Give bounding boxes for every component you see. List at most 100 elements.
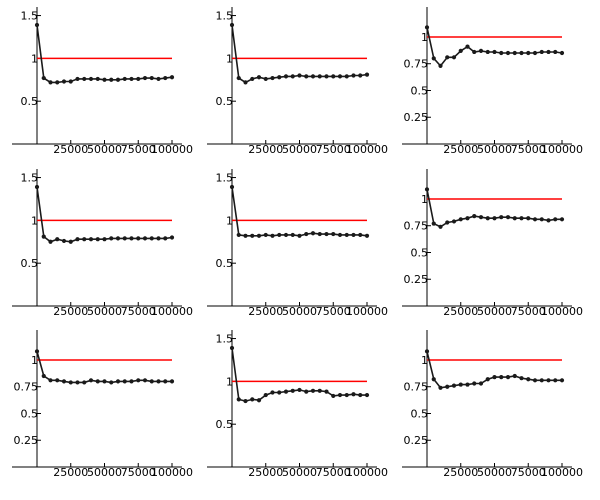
x-tick-label: 25000 — [248, 466, 283, 479]
y-tick-label: 0.75 — [404, 381, 429, 394]
x-tick-label: 100000 — [346, 466, 388, 479]
data-point — [136, 76, 141, 82]
y-tick-label: 0.25 — [404, 111, 429, 124]
data-point — [236, 232, 241, 238]
x-tick-label: 75000 — [316, 305, 351, 318]
y-tick-label: 1.5 — [21, 172, 39, 185]
y-tick-label: 1 — [31, 354, 38, 367]
data-point — [499, 374, 504, 380]
data-point — [122, 236, 127, 241]
data-point — [156, 379, 161, 384]
data-point — [156, 236, 161, 241]
x-tick-label: 75000 — [121, 466, 156, 479]
x-tick-label: 50000 — [477, 143, 512, 156]
y-tick-label: 0.25 — [14, 434, 39, 447]
data-point — [283, 232, 289, 238]
data-point — [553, 217, 558, 222]
data-point — [297, 233, 302, 238]
data-point — [129, 379, 134, 384]
data-point — [485, 377, 490, 382]
data-point — [136, 378, 141, 383]
data-point — [75, 76, 80, 82]
data-point — [169, 379, 175, 384]
data-point — [317, 74, 322, 79]
data-point — [532, 217, 538, 222]
x-tick-label: 25000 — [53, 305, 88, 318]
data-point — [149, 75, 154, 81]
y-tick-label: 1 — [226, 52, 233, 65]
x-tick-label: 75000 — [316, 143, 351, 156]
series-line — [426, 27, 563, 68]
y-tick-label: 1 — [31, 214, 38, 227]
data-point — [344, 232, 349, 238]
data-point — [478, 48, 484, 53]
data-point — [526, 50, 531, 56]
y-tick-label: 1 — [421, 31, 428, 44]
data-point — [142, 236, 148, 241]
data-point — [250, 76, 255, 82]
data-point — [270, 233, 275, 238]
x-tick-label: 100000 — [541, 466, 583, 479]
data-point — [95, 237, 100, 242]
data-point — [505, 50, 511, 56]
data-point — [472, 213, 477, 219]
data-point — [364, 72, 370, 77]
x-tick-label: 25000 — [248, 305, 283, 318]
data-point — [431, 377, 436, 382]
y-tick-label: 0.75 — [14, 381, 39, 394]
data-point — [492, 216, 497, 221]
x-tick-label: 100000 — [541, 143, 583, 156]
data-point — [41, 75, 46, 81]
x-tick-label: 75000 — [121, 143, 156, 156]
x-tick-label: 50000 — [282, 466, 317, 479]
data-point — [297, 387, 302, 393]
data-point — [55, 80, 60, 85]
data-point — [290, 74, 295, 79]
data-point — [499, 215, 504, 220]
x-tick-label: 50000 — [87, 466, 122, 479]
data-point — [553, 49, 558, 55]
x-tick-label: 50000 — [477, 466, 512, 479]
data-point — [82, 76, 87, 82]
data-point — [163, 379, 168, 384]
data-point — [304, 74, 309, 79]
data-point — [337, 392, 343, 398]
data-point — [519, 216, 524, 221]
data-point — [458, 382, 463, 387]
y-tick-label: 0.5 — [411, 246, 429, 259]
data-point — [297, 73, 302, 78]
data-point — [445, 220, 450, 225]
data-point — [553, 378, 558, 383]
data-point — [115, 236, 121, 241]
data-point — [358, 392, 363, 398]
data-point — [109, 380, 114, 385]
data-point — [438, 224, 443, 229]
data-point — [492, 49, 497, 55]
data-point — [317, 231, 322, 237]
data-point — [331, 231, 336, 237]
y-tick-label: 1 — [31, 52, 38, 65]
data-point — [142, 378, 148, 383]
data-point — [41, 234, 46, 239]
data-point — [465, 382, 470, 387]
x-tick-label: 50000 — [87, 143, 122, 156]
y-tick-label: 0.5 — [411, 407, 429, 420]
series-line — [36, 24, 173, 84]
data-point — [358, 232, 363, 238]
data-point — [61, 238, 67, 244]
data-point — [263, 76, 268, 82]
x-tick-label: 50000 — [282, 143, 317, 156]
data-point — [445, 55, 450, 60]
data-point — [304, 231, 309, 237]
y-tick-label: 1.5 — [216, 10, 234, 23]
data-point — [115, 379, 121, 384]
x-tick-label: 75000 — [511, 305, 546, 318]
data-point — [499, 50, 504, 56]
y-tick-label: 1 — [226, 375, 233, 388]
data-point — [236, 75, 241, 81]
data-point — [364, 392, 370, 398]
